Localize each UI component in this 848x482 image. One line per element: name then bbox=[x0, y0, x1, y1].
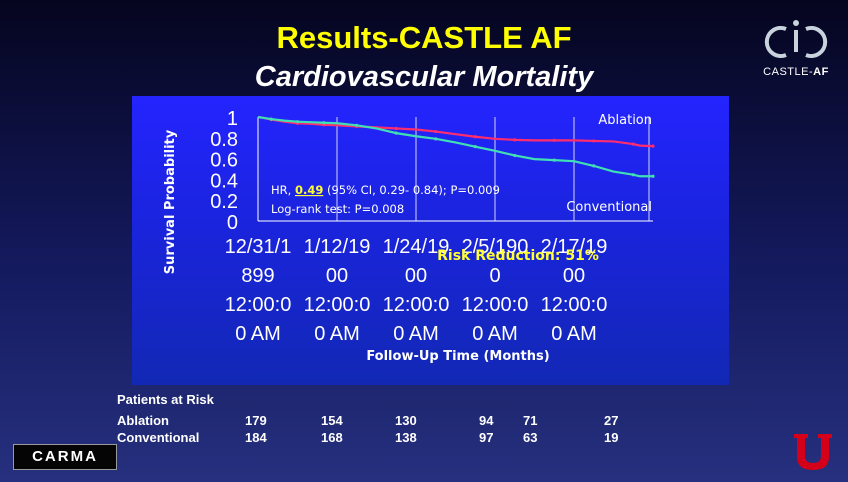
series-point-ablation bbox=[513, 138, 517, 142]
castle-af-emblem-icon bbox=[764, 20, 828, 58]
series-point-conventional bbox=[434, 137, 438, 141]
risk-row-label: Conventional bbox=[117, 430, 200, 445]
risk-count: 27 bbox=[604, 413, 619, 428]
risk-count: 71 bbox=[523, 413, 538, 428]
x-tick-label: 12:00:0 bbox=[225, 294, 292, 316]
risk-count: 19 bbox=[604, 430, 619, 445]
castle-wordmark-af: AF bbox=[813, 66, 829, 78]
castle-af-wordmark: CASTLE-AF bbox=[756, 66, 836, 78]
series-point-conventional bbox=[592, 164, 596, 168]
x-tick-label: 0 AM bbox=[393, 323, 439, 345]
series-point-conventional bbox=[394, 131, 398, 135]
series-point-conventional bbox=[631, 173, 635, 177]
y-tick-label: 0.2 bbox=[210, 191, 238, 213]
y-tick-label: 0.6 bbox=[210, 150, 238, 172]
series-point-conventional bbox=[295, 120, 300, 124]
series-point-conventional bbox=[513, 153, 517, 158]
castle-wordmark-prefix: CASTLE- bbox=[763, 66, 814, 78]
y-tick-label: 1 bbox=[227, 108, 238, 130]
x-tick-label: 00 bbox=[405, 265, 427, 287]
y-tick-label: 0 bbox=[227, 212, 238, 234]
series-point-ablation bbox=[473, 135, 477, 139]
x-tick-label: 0 AM bbox=[551, 323, 597, 345]
risk-reduction-annotation: Risk Reduction: 51% bbox=[437, 248, 599, 264]
series-point-conventional bbox=[552, 158, 556, 162]
series-point-conventional bbox=[355, 123, 359, 127]
conventional-line-label: Conventional bbox=[566, 200, 652, 215]
x-tick-label: 899 bbox=[241, 265, 274, 287]
hr-rest: (95% CI, 0.29- 0.84); P=0.009 bbox=[323, 183, 500, 197]
x-tick-label: 1/12/19 bbox=[304, 236, 371, 258]
series-point-ablation bbox=[592, 139, 596, 143]
x-tick-label: 2/17/19 bbox=[541, 236, 608, 258]
x-tick-label: 00 bbox=[563, 265, 585, 287]
x-tick-label: 12:00:0 bbox=[383, 294, 450, 316]
x-tick-label: 12/31/1 bbox=[225, 236, 292, 258]
x-tick-label: 12:00:0 bbox=[462, 294, 529, 316]
risk-count: 94 bbox=[479, 413, 494, 428]
slide-subtitle: Cardiovascular Mortality bbox=[254, 61, 594, 93]
series-point-ablation bbox=[434, 129, 438, 134]
risk-count: 130 bbox=[395, 413, 417, 428]
series-point-conventional bbox=[473, 145, 477, 149]
y-tick-label: 0.4 bbox=[210, 170, 238, 192]
risk-count: 97 bbox=[479, 430, 494, 445]
x-tick-label: 12:00:0 bbox=[541, 294, 608, 316]
block-u-icon bbox=[794, 434, 832, 470]
slide-title: Results-CASTLE AF bbox=[276, 20, 572, 55]
risk-count: 184 bbox=[245, 430, 267, 445]
chart-panel: 1 0.8 0.6 0.4 0.2 0 12/31/1 899 12:00:0 0 AM 1/12/… bbox=[132, 96, 729, 385]
x-tick-label: 0 AM bbox=[314, 323, 360, 345]
y-axis-title: Survival Probability bbox=[163, 129, 178, 274]
series-point-ablation bbox=[394, 126, 398, 131]
x-tick-label: 0 AM bbox=[472, 323, 518, 345]
risk-count: 179 bbox=[245, 413, 267, 428]
risk-count: 168 bbox=[321, 430, 343, 445]
x-axis-title: Follow-Up Time (Months) bbox=[366, 349, 549, 364]
risk-count: 154 bbox=[321, 413, 343, 428]
risk-row-label: Ablation bbox=[117, 413, 169, 428]
y-tick-label: 0.8 bbox=[210, 129, 238, 151]
carma-logo: CARMA bbox=[13, 444, 117, 470]
ablation-line-label: Ablation bbox=[598, 113, 652, 128]
hr-prefix: HR, bbox=[271, 183, 295, 197]
hr-value: 0.49 bbox=[295, 183, 323, 197]
x-tick-label: 0 bbox=[489, 265, 500, 287]
x-tick-label: 00 bbox=[326, 265, 348, 287]
series-point-ablation bbox=[552, 138, 556, 142]
series-point-conventional bbox=[269, 117, 273, 121]
hr-annotation: HR, 0.49 (95% CI, 0.29- 0.84); P=0.009 bbox=[271, 183, 500, 197]
series-point-conventional bbox=[322, 121, 326, 125]
castle-af-logo: CASTLE-AF bbox=[756, 16, 836, 86]
x-tick-label: 2/5/190 bbox=[462, 236, 529, 258]
series-point-ablation bbox=[651, 144, 655, 148]
x-tick-label: 0 AM bbox=[235, 323, 281, 345]
risk-count: 63 bbox=[523, 430, 538, 445]
risk-count: 138 bbox=[395, 430, 417, 445]
logrank-annotation: Log-rank test: P=0.008 bbox=[271, 202, 404, 216]
series-point-ablation bbox=[631, 142, 635, 146]
x-tick-label: 12:00:0 bbox=[304, 294, 371, 316]
x-tick-label: 1/24/19 bbox=[383, 236, 450, 258]
series-point-conventional bbox=[651, 174, 655, 178]
patients-at-risk-title: Patients at Risk bbox=[117, 392, 214, 407]
